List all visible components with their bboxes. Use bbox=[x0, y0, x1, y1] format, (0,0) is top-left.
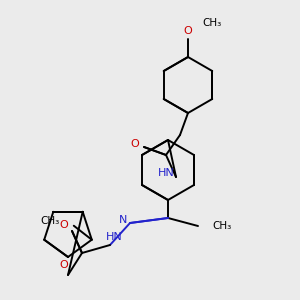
Text: N: N bbox=[119, 215, 127, 225]
Text: CH₃: CH₃ bbox=[212, 221, 231, 231]
Text: O: O bbox=[184, 26, 192, 36]
Text: HN: HN bbox=[158, 168, 174, 178]
Text: O: O bbox=[60, 220, 68, 230]
Text: O: O bbox=[60, 260, 68, 270]
Text: HN: HN bbox=[106, 232, 122, 242]
Text: CH₃: CH₃ bbox=[40, 216, 60, 226]
Text: CH₃: CH₃ bbox=[202, 18, 221, 28]
Text: O: O bbox=[130, 139, 140, 149]
